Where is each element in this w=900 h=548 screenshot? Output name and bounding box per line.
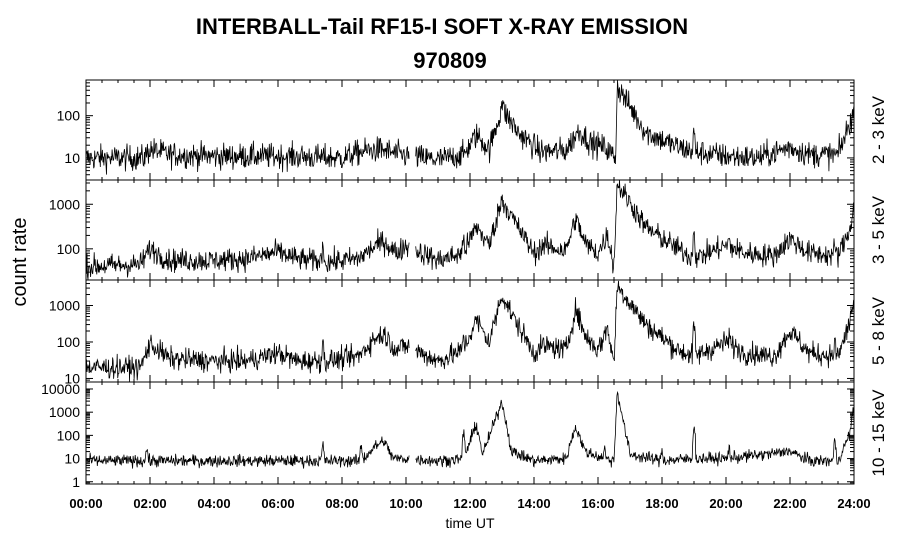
panel-energy-label: 10 - 15 keV: [869, 389, 888, 477]
x-tick-label: 20:00: [709, 496, 742, 511]
panels-group: 10 100 2 - 3 keV 100 1000 3 - 5 keV 10 100 1000 5…: [41, 79, 888, 490]
x-tick-label: 12:00: [453, 496, 486, 511]
series-line: [85, 180, 855, 280]
panel-frame: [85, 381, 855, 485]
x-tick-label: 14:00: [517, 496, 550, 511]
x-tick-label: 00:00: [69, 496, 102, 511]
chart-subtitle: 970809: [413, 48, 486, 73]
x-axis-label: time UT: [446, 515, 495, 531]
panel-2: 100 1000 3 - 5 keV: [49, 179, 888, 281]
y-tick-label: 100: [57, 427, 81, 443]
panel-energy-label: 2 - 3 keV: [869, 95, 888, 164]
panel-energy-label: 3 - 5 keV: [869, 195, 888, 264]
y-tick-label: 100: [57, 108, 81, 124]
y-tick-label: 1000: [49, 298, 80, 314]
x-tick-labels: 00:00 02:00 04:00 06:00 08:00 10:00 12:00 14:00…: [69, 496, 870, 511]
panel-4: 1 10 100 1000 10000 10 - 15 keV: [41, 381, 888, 490]
panel-3: 10 100 1000 5 - 8 keV: [49, 279, 888, 386]
y-tick-label: 10: [64, 451, 80, 467]
y-tick-label: 1000: [49, 196, 80, 212]
x-tick-label: 22:00: [773, 496, 806, 511]
series-line: [85, 390, 855, 469]
y-tick-label: 1000: [49, 404, 80, 420]
panel-energy-label: 5 - 8 keV: [869, 296, 888, 365]
series-line: [85, 280, 855, 382]
panel-1: 10 100 2 - 3 keV: [57, 79, 888, 181]
x-tick-label: 24:00: [837, 496, 870, 511]
y-tick-label: 10: [64, 370, 80, 386]
y-tick-label: 100: [57, 241, 81, 257]
x-tick-label: 10:00: [389, 496, 422, 511]
y-axis-label: count rate: [9, 218, 31, 307]
x-tick-label: 08:00: [325, 496, 358, 511]
chart-title: INTERBALL-Tail RF15-I SOFT X-RAY EMISSIO…: [196, 14, 688, 39]
y-tick-label: 10: [64, 150, 80, 166]
y-tick-label: 1: [72, 474, 80, 490]
x-tick-label: 16:00: [581, 496, 614, 511]
y-tick-label: 100: [57, 334, 81, 350]
x-tick-label: 18:00: [645, 496, 678, 511]
x-tick-label: 06:00: [261, 496, 294, 511]
x-tick-label: 02:00: [133, 496, 166, 511]
x-tick-label: 04:00: [197, 496, 230, 511]
series-line: [85, 80, 855, 175]
y-tick-label: 10000: [41, 381, 80, 397]
